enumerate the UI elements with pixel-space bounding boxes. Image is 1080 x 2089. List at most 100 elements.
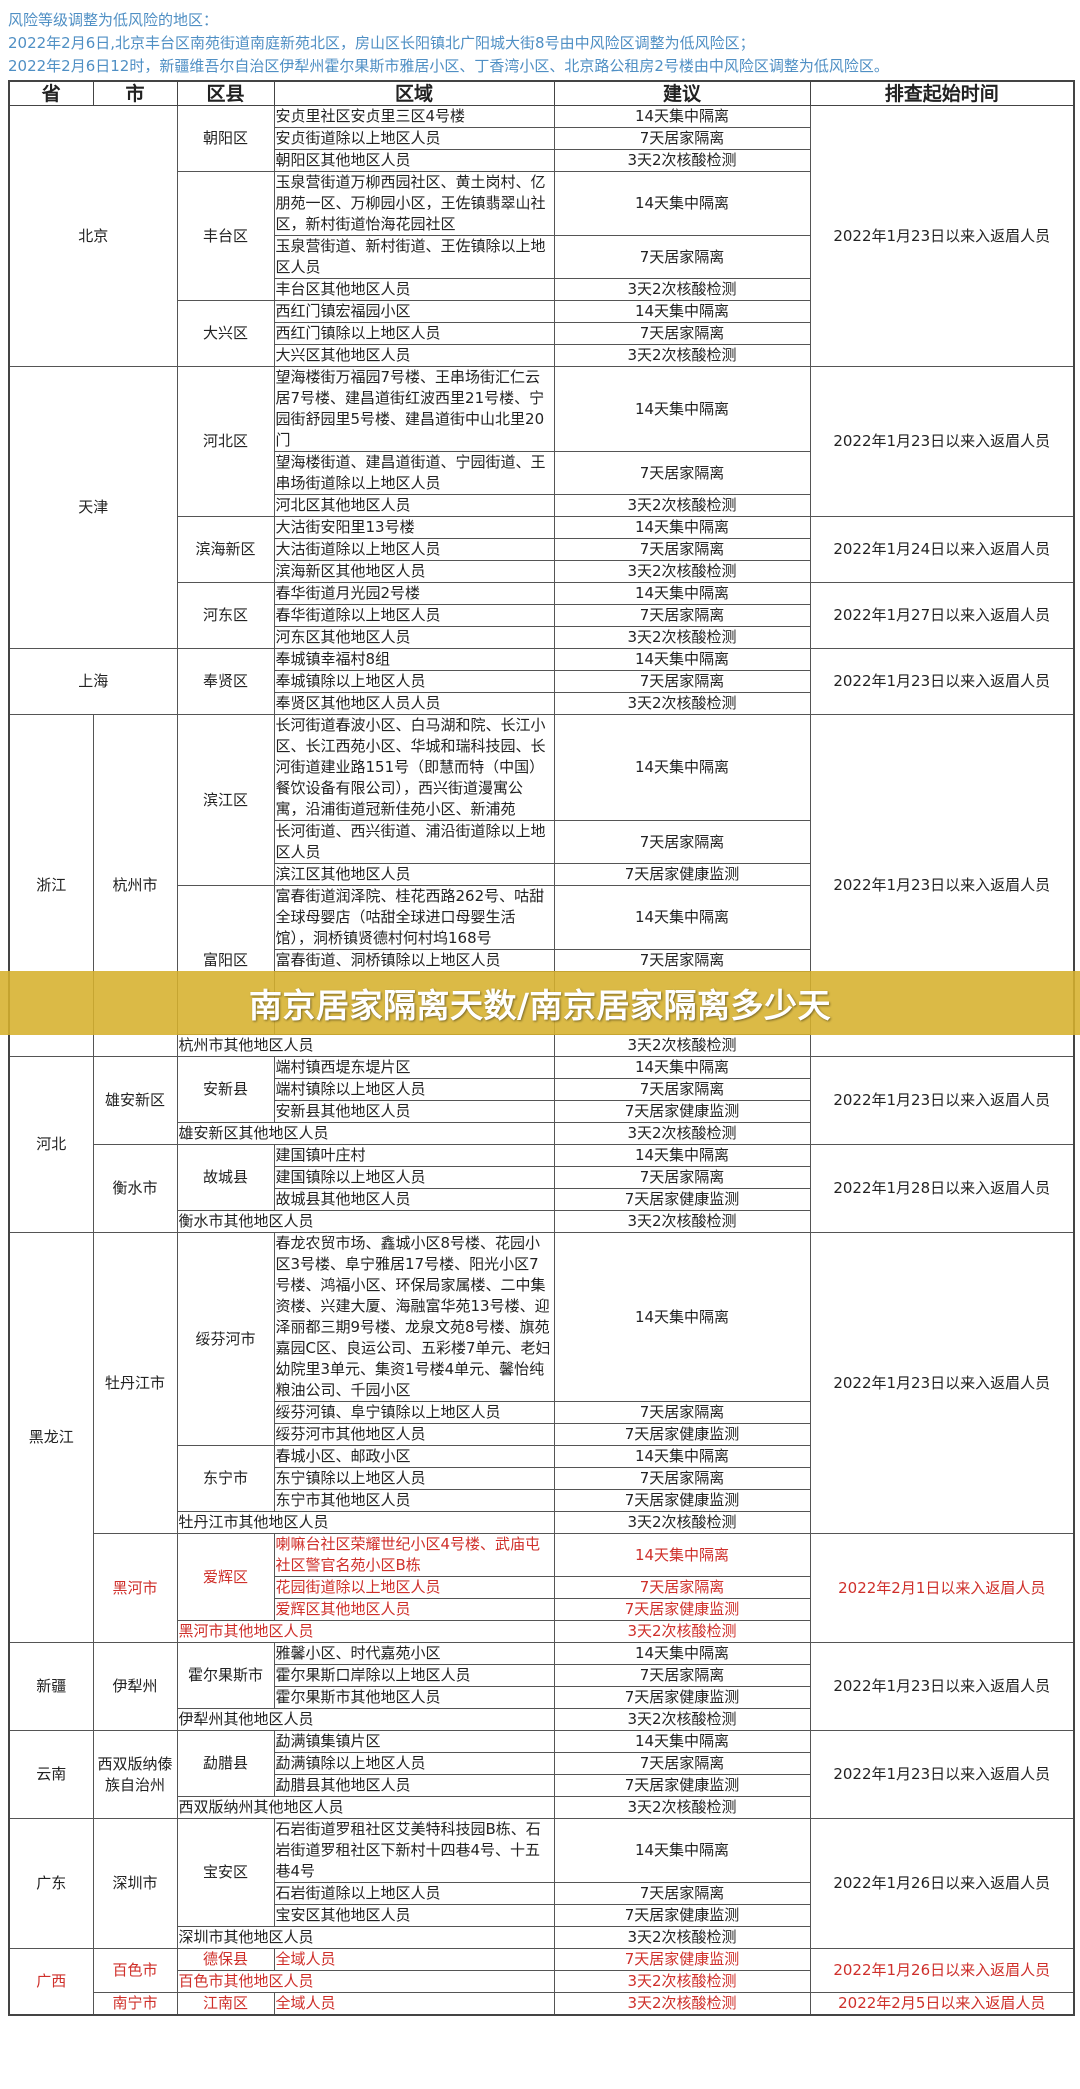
header-area: 区域 [273, 80, 555, 106]
table-row: 丰台区其他地区人员 3天2次核酸检测 [9, 278, 1074, 301]
advice-cell: 7天居家健康监测 [553, 863, 811, 886]
district-cell: 奉贤区 [176, 648, 275, 715]
table-row: 滨海新区 大沽街安阳里13号楼 14天集中隔离 2022年1月24日以来入返眉人员 [9, 516, 1075, 583]
advice-cell: 7天居家隔离 [553, 1664, 811, 1687]
area-cell: 端村镇除以上地区人员 [273, 1078, 555, 1101]
area-cell: 端村镇西堤东堤片区 [273, 1056, 555, 1079]
advice-cell: 7天居家隔离 [553, 670, 811, 693]
area-cell: 春城小区、邮政小区 [273, 1445, 555, 1468]
advice-cell: 7天居家隔离 [553, 604, 811, 627]
advice-cell: 14天集中隔离 [553, 714, 811, 821]
advice-cell: 14天集中隔离 [553, 516, 811, 539]
area-cell: 安新县其他地区人员 [273, 1100, 555, 1123]
area-cell: 霍尔果斯口岸除以上地区人员 [273, 1664, 555, 1687]
table-row: 勐满镇除以上地区人员 7天居家隔离 [9, 1752, 1074, 1775]
advice-cell: 7天居家健康监测 [553, 1188, 811, 1211]
table-row: 勐腊县其他地区人员 7天居家健康监测 [9, 1774, 1074, 1797]
advice-cell: 3天2次核酸检测 [553, 278, 811, 301]
advice-cell: 14天集中隔离 [553, 1056, 811, 1079]
advice-cell: 7天居家隔离 [553, 322, 811, 345]
area-cell: 东宁镇除以上地区人员 [273, 1467, 555, 1490]
header-city: 市 [92, 80, 178, 106]
table-row: 丰台区 玉泉营街道万柳西园社区、黄土岗村、亿朋苑一区、万柳园小区，王佐镇翡翠山社区… [9, 171, 1074, 301]
table-row: 霍尔果斯口岸除以上地区人员 7天居家隔离 [9, 1664, 1074, 1687]
advice-cell: 3天2次核酸检测 [553, 149, 811, 172]
advice-cell: 7天居家健康监测 [553, 1686, 811, 1709]
risk-area-table: 省 市 区县 区域 建议 排查起始时间 北京 朝阳区 安贞里社区安贞里三区4号楼 14… [8, 80, 1075, 2016]
district-cell: 丰台区 [176, 171, 275, 301]
district-cell: 故城县 [176, 1144, 275, 1211]
advice-cell: 14天集中隔离 [553, 105, 811, 128]
table-row: 绥芬河市其他地区人员 7天居家健康监测 [9, 1423, 1074, 1446]
district-cell: 河东区 [176, 582, 275, 649]
table-row: 西双版纳州其他地区人员 3天2次核酸检测 [9, 1796, 1074, 1819]
table-body: 北京 朝阳区 安贞里社区安贞里三区4号楼 14天集中隔离 2022年1月23日以来入返眉… [8, 105, 1075, 2016]
advice-cell: 14天集中隔离 [553, 366, 811, 452]
advice-cell: 7天居家健康监测 [553, 1489, 811, 1512]
area-cell: 勐满镇集镇片区 [273, 1730, 555, 1753]
header-start-time: 排查起始时间 [809, 80, 1075, 106]
advice-cell: 3天2次核酸检测 [553, 494, 811, 517]
province-cell: 新疆 [8, 1642, 94, 1731]
notice-line: 2022年2月6日12时，新疆维吾尔自治区伊犁州霍尔果斯市雅居小区、丁香湾小区、… [8, 57, 889, 75]
table-row: 石岩街道除以上地区人员 7天居家隔离 [9, 1882, 1074, 1905]
table-row: 衡水市 故城县 建国镇叶庄村 14天集中隔离 2022年1月28日以来入返眉人员 [9, 1144, 1075, 1233]
area-cell: 东宁市其他地区人员 [273, 1489, 555, 1512]
header-advice: 建议 [553, 80, 811, 106]
district-cell: 霍尔果斯市 [176, 1642, 275, 1709]
advice-cell: 3天2次核酸检测 [553, 1970, 811, 1993]
table-row: 云南 西双版纳傣族自治州 勐腊县 勐满镇集镇片区 14天集中隔离 2022年1月23日以来… [8, 1730, 1075, 1819]
table-row: 富阳区 富春街道润泽院、桂花西路262号、咕甜全球母婴店（咕甜全球进口母婴生活馆）… [9, 885, 1074, 1035]
advice-cell: 7天居家隔离 [553, 1882, 811, 1905]
city-cell: 深圳市 [92, 1818, 178, 1949]
area-cell: 深圳市其他地区人员 [176, 1926, 555, 1949]
area-cell: 霍尔果斯市其他地区人员 [273, 1686, 555, 1709]
start-time-cell: 2022年1月23日以来入返眉人员 [809, 1056, 1075, 1145]
province-cell: 广西 [8, 1948, 94, 2016]
advice-cell: 7天居家隔离 [553, 1166, 811, 1189]
area-cell: 安贞街道除以上地区人员 [273, 127, 555, 150]
city-cell: 西双版纳傣族自治州 [92, 1730, 178, 1819]
city-cell: 百色市 [92, 1948, 178, 1993]
area-cell: 西红门镇除以上地区人员 [273, 322, 555, 345]
advice-cell: 14天集中隔离 [553, 1445, 811, 1468]
table-row: 河东区其他地区人员 3天2次核酸检测 [9, 626, 1074, 649]
area-cell: 衡水市其他地区人员 [176, 1210, 555, 1233]
district-cell: 爱辉区 [176, 1533, 275, 1621]
city-cell: 雄安新区 [92, 1056, 178, 1145]
area-cell: 勐满镇除以上地区人员 [273, 1752, 555, 1775]
table-row: 滨海新区其他地区人员 3天2次核酸检测 [9, 560, 1074, 583]
area-cell: 春龙农贸市场、鑫城小区8号楼、花园小区3号楼、阜宁雅居17号楼、阳光小区7号楼、… [273, 1232, 555, 1402]
area-cell: 百色市其他地区人员 [176, 1970, 555, 1993]
advice-cell: 7天居家隔离 [553, 127, 811, 150]
district-cell: 勐腊县 [176, 1730, 275, 1797]
district-cell: 宝安区 [176, 1818, 275, 1927]
notice-line: 风险等级调整为低风险的地区： [8, 11, 219, 29]
area-cell: 爱辉区其他地区人员 [273, 1598, 555, 1621]
advice-cell: 3天2次核酸检测 [553, 1511, 811, 1534]
area-cell: 伊犁州其他地区人员 [176, 1708, 555, 1731]
notice-line: 2022年2月6日,北京丰台区南苑街道南庭新苑北区，房山区长阳镇北广阳城大街8号… [8, 34, 755, 52]
table-header-row: 省 市 区县 区域 建议 排查起始时间 [8, 80, 1075, 106]
advice-cell: 3天2次核酸检测 [553, 1796, 811, 1819]
city-cell: 南宁市 [92, 1992, 178, 2016]
start-time-cell: 2022年1月23日以来入返眉人员 [809, 648, 1075, 715]
area-cell: 富春街道、洞桥镇除以上地区人员 [273, 949, 555, 972]
advice-cell: 14天集中隔离 [553, 300, 811, 323]
area-cell: 长河街道春波小区、白马湖和院、长江小区、长江西苑小区、华城和瑞科技园、长河街道建… [273, 714, 555, 821]
advice-cell: 3天2次核酸检测 [553, 1992, 811, 2016]
advice-cell: 7天居家隔离 [553, 538, 811, 561]
advice-cell: 7天居家隔离 [553, 1078, 811, 1101]
header-province: 省 [8, 80, 94, 106]
advice-cell: 3天2次核酸检测 [553, 1210, 811, 1233]
area-cell: 奉贤区其他地区人员人员 [273, 692, 555, 715]
area-cell: 春华街道除以上地区人员 [273, 604, 555, 627]
table-row: 百色市其他地区人员 3天2次核酸检测 [9, 1970, 1074, 1993]
advice-cell: 7天居家隔离 [553, 949, 811, 972]
advice-cell: 3天2次核酸检测 [553, 1122, 811, 1145]
table-row: 南宁市 江南区 全域人员 3天2次核酸检测 2022年2月5日以来入返眉人员 [9, 1992, 1075, 2016]
advice-cell: 7天居家隔离 [553, 1752, 811, 1775]
table-row: 爱辉区其他地区人员 7天居家健康监测 [9, 1598, 1074, 1621]
table-row: 富春街道、洞桥镇除以上地区人员 7天居家隔离 [9, 949, 1074, 972]
area-cell: 西红门镇宏福园小区 [273, 300, 555, 323]
